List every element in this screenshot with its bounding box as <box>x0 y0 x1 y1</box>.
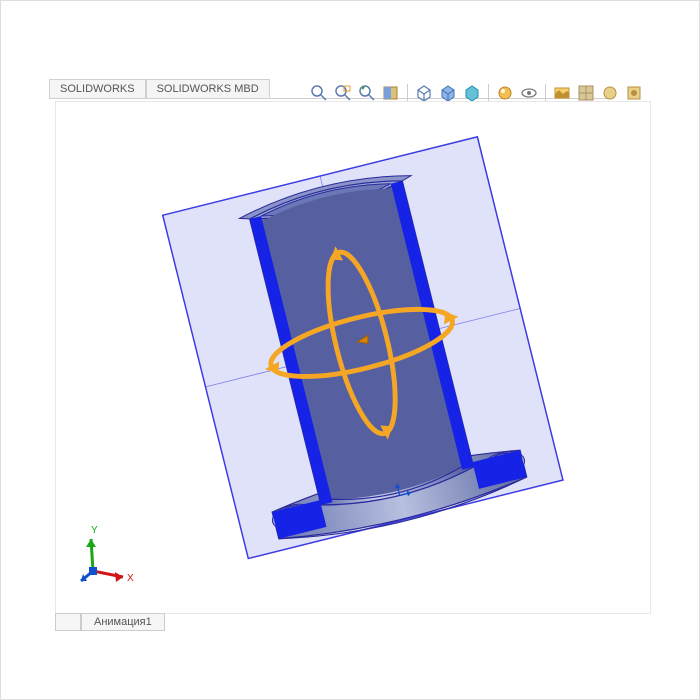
eye-icon[interactable] <box>519 83 539 103</box>
view-triad[interactable]: X Y <box>75 519 145 589</box>
view-toolbar <box>309 83 644 103</box>
zoom-fit-icon[interactable] <box>309 83 329 103</box>
model-scene <box>56 102 650 613</box>
render-tools-icon[interactable] <box>624 83 644 103</box>
tab-solidworks[interactable]: SOLIDWORKS <box>49 79 146 98</box>
tab-solidworks-mbd[interactable]: SOLIDWORKS MBD <box>146 79 270 98</box>
axis-y-label: Y <box>91 525 98 536</box>
app-frame: SOLIDWORKS SOLIDWORKS MBD держатель кату… <box>0 0 700 700</box>
zoom-prev-icon[interactable] <box>357 83 377 103</box>
edit-appearance-icon[interactable] <box>495 83 515 103</box>
toolbar-divider <box>407 84 408 102</box>
zoom-area-icon[interactable] <box>333 83 353 103</box>
toolbar-divider <box>545 84 546 102</box>
section-view-icon[interactable] <box>381 83 401 103</box>
apply-scene-icon[interactable] <box>552 83 572 103</box>
view-orient-icon[interactable] <box>414 83 434 103</box>
view-settings-icon[interactable] <box>576 83 596 103</box>
render-icon[interactable] <box>600 83 620 103</box>
motion-study-tabs: Анимация1 <box>55 613 165 631</box>
axis-x-label: X <box>127 573 134 584</box>
tab-scroll-left[interactable] <box>55 613 81 631</box>
hide-show-items-icon[interactable] <box>462 83 482 103</box>
tab-animation1[interactable]: Анимация1 <box>81 613 165 631</box>
toolbar-divider <box>488 84 489 102</box>
display-style-icon[interactable] <box>438 83 458 103</box>
